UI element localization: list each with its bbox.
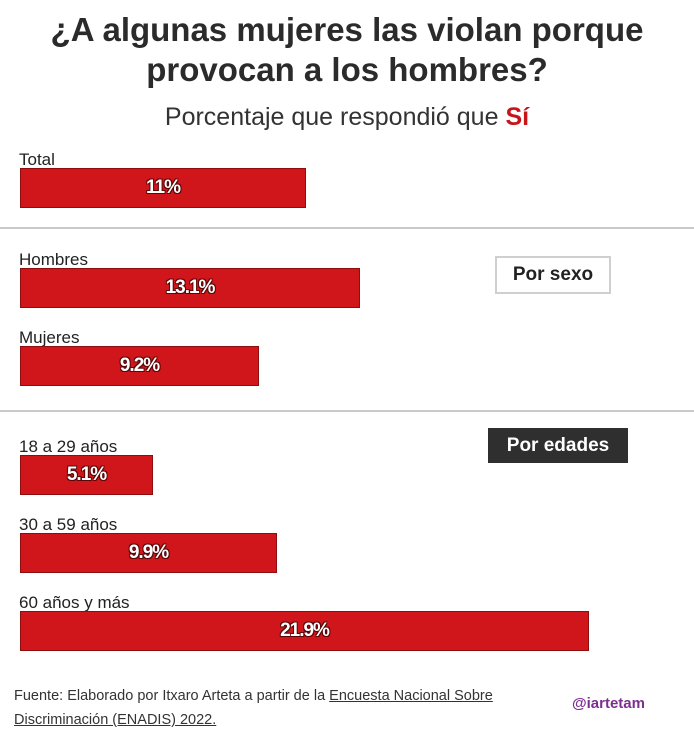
chart-title: ¿A algunas mujeres las violan porque pro… bbox=[0, 10, 694, 90]
bar-value-label: 11% bbox=[146, 177, 181, 198]
source-note: Fuente: Elaborado por Itxaro Arteta a pa… bbox=[14, 684, 554, 732]
bar: 9.9% bbox=[20, 533, 277, 573]
category-label: Total bbox=[19, 150, 55, 169]
bar-value-label: 21.9% bbox=[280, 620, 330, 641]
category-label: Hombres bbox=[19, 250, 88, 269]
chart-subtitle: Porcentaje que respondió que Sí bbox=[0, 103, 694, 132]
source-prefix: Fuente: Elaborado por Itxaro Arteta a pa… bbox=[14, 688, 326, 704]
subtitle-highlight: Sí bbox=[505, 103, 530, 131]
bar: 13.1% bbox=[20, 268, 360, 308]
subtitle-text: Porcentaje que respondió que bbox=[164, 103, 499, 131]
bar-value-label: 5.1% bbox=[66, 464, 107, 485]
source-link[interactable]: Encuesta Nacional Sobre Discriminación (… bbox=[14, 688, 493, 728]
section-divider-sexo bbox=[0, 227, 694, 229]
bar: 21.9% bbox=[20, 611, 589, 651]
category-label: 30 a 59 años bbox=[19, 515, 118, 534]
tag-por-sexo: Por sexo bbox=[495, 256, 611, 294]
bar-value-label: 13.1% bbox=[165, 277, 216, 298]
tag-por-edades: Por edades bbox=[488, 428, 628, 463]
bar: 11% bbox=[20, 168, 306, 208]
bar-value-label: 9.9% bbox=[128, 542, 169, 563]
bar: 5.1% bbox=[20, 455, 153, 495]
chart-title-line-1: ¿A algunas mujeres las violan porque bbox=[50, 11, 644, 48]
author-handle: @iartetam bbox=[572, 695, 645, 712]
bar-value-label: 9.2% bbox=[119, 355, 160, 376]
chart-title-line-2: provocan a los hombres? bbox=[146, 51, 548, 88]
section-divider-edades bbox=[0, 410, 694, 412]
category-label: 60 años y más bbox=[19, 593, 130, 612]
category-label: Mujeres bbox=[19, 328, 80, 347]
category-label: 18 a 29 años bbox=[19, 437, 118, 456]
bar: 9.2% bbox=[20, 346, 259, 386]
